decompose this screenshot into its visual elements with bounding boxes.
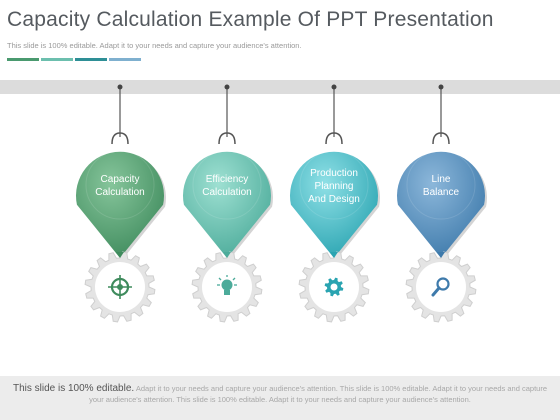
hook-loop xyxy=(218,132,236,145)
target-icon xyxy=(108,275,132,299)
pin-inner-ring xyxy=(299,150,369,220)
footer-text: This slide is 100% editable. Adapt it to… xyxy=(10,383,550,405)
footer-body: Adapt it to your needs and capture your … xyxy=(89,384,547,404)
footer-strong: This slide is 100% editable. xyxy=(12,383,135,394)
pin-tip xyxy=(330,252,338,258)
pin-label-2: Efficiency Calculation xyxy=(202,174,252,198)
string-knot xyxy=(438,84,444,90)
hook-loop xyxy=(325,132,343,145)
pin-1 xyxy=(76,84,166,323)
pin-label-4: Line Balance xyxy=(422,174,460,198)
pin-inner-ring xyxy=(192,150,262,220)
slide-title: Capacity Calculation Example Of PPT Pres… xyxy=(7,8,494,31)
pin-4 xyxy=(397,84,487,323)
pin-tip xyxy=(437,252,445,258)
string-knot xyxy=(331,84,337,90)
hook-loop xyxy=(111,132,129,145)
pin-diagram xyxy=(76,84,487,323)
hanging-rail xyxy=(0,80,560,94)
accent-bar-1 xyxy=(7,58,39,61)
pin-body xyxy=(290,151,378,258)
string-knot xyxy=(117,84,123,90)
string-knot xyxy=(224,84,230,90)
pin-body xyxy=(76,151,164,258)
pin-2 xyxy=(182,84,273,323)
gear-icon xyxy=(324,277,344,297)
footer-band xyxy=(0,376,560,420)
accent-bar-2 xyxy=(41,58,73,61)
hook-loop xyxy=(432,132,450,145)
pin-inner-ring xyxy=(406,150,476,220)
pin-tip xyxy=(223,252,231,258)
pin-label-1: Capacity Calculation xyxy=(95,174,145,198)
slide-subtitle: This slide is 100% editable. Adapt it to… xyxy=(7,41,302,50)
lightbulb-icon xyxy=(217,275,237,295)
search-icon xyxy=(431,277,450,297)
pin-inner-ring xyxy=(85,150,155,220)
accent-bar-3 xyxy=(75,58,107,61)
gear-inner xyxy=(416,262,466,312)
pin-body xyxy=(397,151,485,258)
pin-tip xyxy=(116,252,124,258)
accent-bar-4 xyxy=(109,58,141,61)
pin-3 xyxy=(290,84,380,323)
pin-body xyxy=(182,151,271,258)
pin-label-3: Production Planning And Design xyxy=(308,167,360,205)
